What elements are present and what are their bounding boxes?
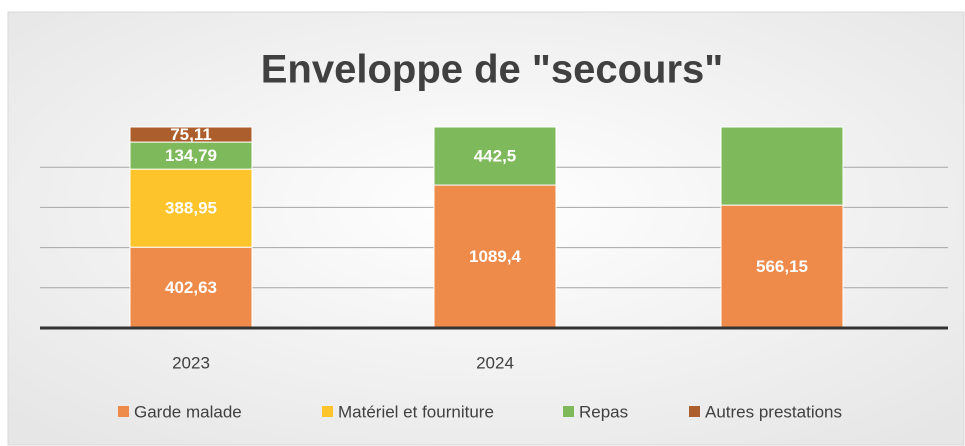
bar-segment	[720, 126, 844, 206]
bar-segment	[129, 126, 253, 143]
bar-segment	[129, 246, 253, 329]
x-tick-label: 2023	[172, 353, 210, 372]
data-label: 75,11	[170, 125, 212, 144]
bar-segment	[129, 141, 253, 170]
bar-segment	[433, 126, 557, 186]
legend-swatch	[322, 406, 333, 417]
chart-title: Enveloppe de "secours"	[261, 48, 724, 92]
legend-swatch	[118, 406, 129, 417]
data-label: 1089,4	[469, 247, 522, 266]
data-label: 388,95	[165, 199, 217, 218]
data-label: 402,63	[165, 278, 217, 297]
legend-label: Repas	[579, 402, 628, 421]
bar-segment	[720, 204, 844, 329]
data-label: 442,5	[474, 147, 517, 166]
bar-segment	[433, 184, 557, 329]
legend-label: Garde malade	[134, 402, 242, 421]
legend-label: Autres prestations	[705, 402, 842, 421]
bar-segment	[129, 168, 253, 248]
legend-swatch	[563, 406, 574, 417]
data-label: 134,79	[165, 146, 217, 165]
legend-label: Matériel et fourniture	[338, 402, 494, 421]
x-tick-label: 2024	[476, 353, 514, 372]
data-label: 566,15	[756, 257, 808, 276]
legend-swatch	[689, 406, 700, 417]
